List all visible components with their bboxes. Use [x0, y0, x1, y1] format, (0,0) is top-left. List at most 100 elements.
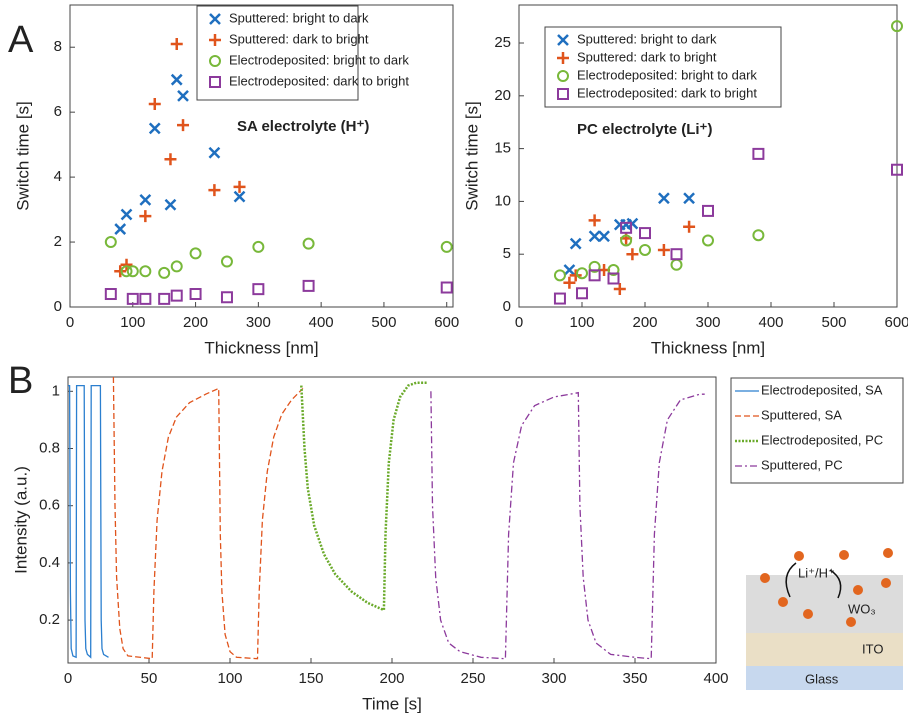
line: [300, 381, 428, 613]
point: [626, 217, 639, 230]
y-tick-label: 0.2: [39, 611, 60, 628]
annotation: PC electrolyte (Li⁺): [577, 121, 712, 138]
y-tick-label: 0.6: [39, 497, 60, 514]
layer-label: WO₃: [848, 601, 876, 616]
point: [139, 210, 152, 223]
ion-label: Li⁺/H⁺: [798, 565, 835, 580]
legend-marker: [209, 55, 221, 67]
point: [177, 119, 190, 132]
point: [658, 192, 670, 205]
x-tick-label: 400: [758, 314, 783, 331]
arrow: [785, 562, 797, 598]
point: [148, 122, 161, 135]
y-tick-label: 0.8: [39, 439, 60, 456]
point: [607, 272, 620, 285]
point: [440, 240, 453, 253]
x-tick-label: 600: [434, 314, 459, 331]
point: [752, 229, 765, 242]
point: [177, 90, 189, 102]
panel-label: B: [8, 360, 33, 402]
legend-label: Electrodeposited: dark to bright: [229, 73, 409, 88]
x-tick-label: 150: [298, 670, 323, 687]
point: [683, 192, 695, 205]
point: [164, 153, 177, 166]
legend-label: Electrodeposited, SA: [761, 382, 883, 397]
annotation: SA electrolyte (H⁺): [237, 118, 369, 135]
legend-marker: [209, 76, 221, 88]
x-tick-label: 200: [632, 314, 657, 331]
x-tick-label: 600: [884, 314, 908, 331]
x-tick-label: 200: [379, 670, 404, 687]
point: [114, 223, 127, 235]
point: [170, 260, 183, 273]
point: [569, 237, 582, 250]
x-axis-label: Thickness [nm]: [651, 338, 765, 357]
point: [120, 208, 133, 221]
point: [576, 267, 588, 280]
x-tick-label: 500: [371, 314, 396, 331]
legend-label: Electrodeposited: bright to dark: [577, 67, 757, 82]
y-tick-label: 15: [494, 140, 511, 157]
layer-label: ITO: [862, 641, 883, 656]
layer-label: Glass: [805, 671, 839, 686]
point: [233, 180, 246, 193]
legend-label: Sputtered: dark to bright: [229, 31, 369, 46]
point: [126, 265, 139, 278]
schematic: Li⁺/H⁺ WO₃ ITO Glass: [746, 548, 903, 690]
y-tick-label: 8: [54, 38, 62, 55]
point: [302, 237, 315, 250]
point: [569, 269, 582, 282]
point: [170, 73, 183, 86]
point: [220, 291, 233, 304]
legend-label: Electrodeposited: dark to bright: [577, 85, 757, 100]
y-axis-label: Switch time [s]: [462, 101, 481, 211]
legend-marker: [557, 70, 569, 82]
x-tick-label: 400: [703, 670, 728, 687]
arrow: [829, 569, 842, 599]
point: [588, 260, 601, 273]
legend-label: Sputtered, SA: [761, 407, 842, 422]
point: [139, 265, 152, 278]
x-tick-label: 400: [309, 314, 334, 331]
x-tick-label: 0: [515, 314, 523, 331]
point: [639, 243, 651, 256]
y-tick-label: 6: [54, 103, 62, 120]
legend-marker: [557, 34, 569, 46]
point: [208, 184, 221, 197]
legend-marker: [209, 13, 221, 25]
point: [702, 204, 714, 217]
point: [440, 281, 453, 294]
point: [620, 221, 633, 234]
point: [170, 289, 183, 302]
point: [189, 288, 202, 301]
legend-box: [544, 26, 782, 108]
legend-label: Sputtered: bright to dark: [229, 10, 369, 25]
y-axis-label: Intensity (a.u.): [11, 466, 30, 574]
point: [607, 264, 620, 277]
ions: [760, 548, 893, 627]
point: [639, 227, 651, 240]
y-tick-label: 0.4: [39, 554, 60, 571]
line: [68, 384, 109, 659]
x-tick-label: 300: [695, 314, 720, 331]
glass-layer: [746, 666, 903, 690]
plot-area: [67, 376, 717, 664]
point: [302, 279, 315, 292]
point: [563, 276, 576, 289]
x-tick-label: 300: [541, 670, 566, 687]
legend-box: [730, 377, 904, 484]
y-tick-label: 4: [54, 168, 62, 185]
point: [170, 37, 183, 50]
point: [120, 265, 133, 278]
y-tick-label: 0: [54, 298, 62, 315]
point: [702, 234, 714, 247]
point: [114, 265, 127, 278]
point: [613, 283, 626, 296]
legend-marker: [557, 52, 569, 64]
line: [430, 391, 705, 660]
ito-layer: [746, 633, 903, 666]
x-tick-label: 500: [821, 314, 846, 331]
x-tick-label: 0: [66, 314, 74, 331]
point: [252, 283, 265, 296]
point: [148, 98, 161, 111]
